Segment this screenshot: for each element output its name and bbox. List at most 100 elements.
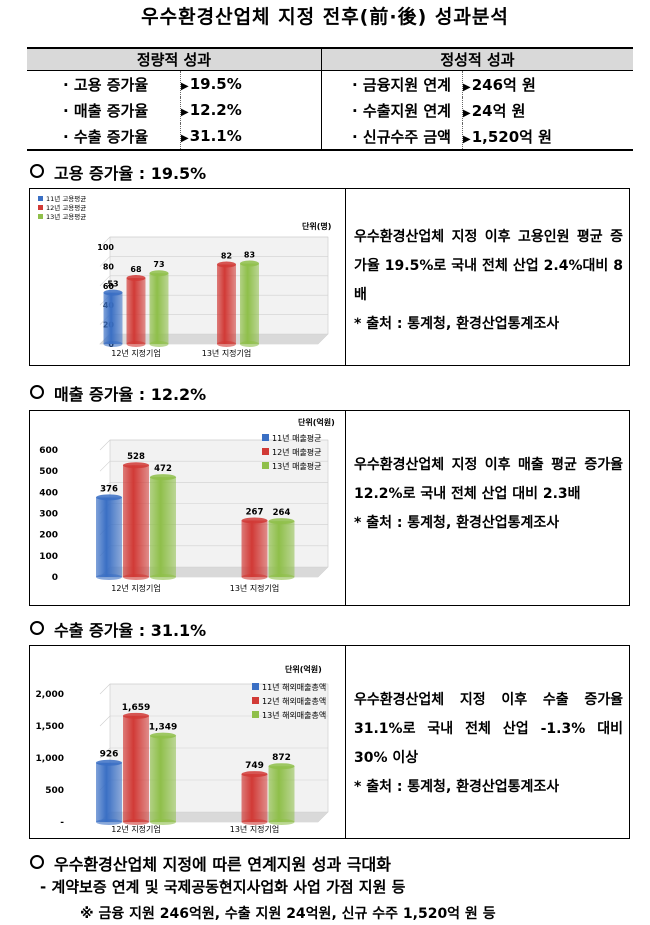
bar-base — [241, 574, 268, 580]
footer-note: ※ 금융 지원 246억원, 수출 지원 24억원, 신규 수주 1,520억 … — [80, 906, 496, 922]
circle-bullet-icon — [30, 164, 44, 178]
bar-base — [123, 574, 149, 580]
gridline — [99, 715, 111, 727]
bar-base — [217, 341, 236, 347]
quant-header: 정량적 성과 — [27, 47, 322, 71]
bar-top — [241, 771, 268, 778]
data-label: 926 — [100, 750, 119, 760]
section-text-block: 우수환경산업체 지정 이후 수출 증가율 31.1%로 국내 전체 산업 -1.… — [354, 686, 623, 802]
panel-divider — [345, 411, 346, 605]
quant-value: 12.2% — [189, 101, 242, 119]
qual-value: 246억 원 — [471, 75, 536, 94]
triangle-icon: ▶ — [463, 133, 471, 145]
y-tick-label: 80 — [103, 262, 115, 271]
gridline — [99, 482, 111, 493]
triangle-icon: ▶ — [463, 107, 471, 119]
legend-swatch — [252, 683, 259, 690]
bar-base — [103, 341, 123, 347]
quant-value: 19.5% — [189, 75, 242, 93]
data-label: 376 — [100, 484, 118, 494]
legend-label: 13년 고용평균 — [46, 212, 86, 221]
category-label: 12년 지정기업 — [111, 824, 161, 834]
legend-swatch — [38, 205, 43, 210]
triangle-icon: ▶ — [463, 81, 471, 93]
section-text-block: 우수환경산업체 지정 이후 매출 평균 증가율 12.2%로 국내 전체 산업 … — [354, 451, 623, 538]
bar-base — [150, 574, 176, 580]
section-heading-text: 매출 증가율 : 12.2% — [54, 385, 207, 404]
sales-chart: 0 100 200 300 400 500 600 376 528 472 12년 지정기업 267 2… — [39, 417, 335, 593]
category-label: 12년 지정기업 — [111, 583, 161, 593]
summary-table: 정량적 성과 정성적 성과 · 고용 증가율 ▶19.5% · 금융지원 연계 … — [27, 47, 633, 151]
data-label: 264 — [273, 508, 291, 518]
bar — [123, 465, 149, 577]
y-tick-label: 1,500 — [36, 722, 64, 732]
bar — [103, 292, 123, 344]
quant-value: 31.1% — [189, 127, 242, 145]
qual-label: 수출지원 연계 — [362, 101, 451, 120]
legend-label: 13년 매출평균 — [272, 461, 322, 471]
bar — [149, 273, 169, 344]
data-label: 872 — [272, 753, 291, 763]
bar-top — [150, 474, 176, 481]
bar — [150, 477, 176, 577]
y-tick-label: 300 — [39, 510, 58, 520]
legend-label: 11년 해외매출총액 — [262, 682, 326, 692]
legend-label: 11년 고용평균 — [46, 194, 86, 203]
gridline — [99, 256, 111, 267]
bar-base — [123, 819, 149, 825]
y-tick-label: - — [60, 818, 64, 828]
y-tick-label: 500 — [39, 467, 58, 477]
qual-value: 24억 원 — [471, 101, 526, 120]
legend-label: 12년 해외매출총액 — [262, 696, 326, 706]
category-label: 12년 지정기업 — [111, 348, 161, 358]
qual-label: 신규수주 금액 — [362, 127, 451, 146]
footer-line: - 계약보증 연계 및 국제공동현지사업화 사업 가점 지원 등 — [40, 878, 406, 896]
data-label: 1,659 — [122, 703, 150, 713]
bar-top — [96, 759, 122, 766]
circle-bullet-icon — [30, 621, 44, 635]
data-label: 83 — [244, 250, 255, 259]
category-label: 13년 지정기업 — [230, 583, 280, 593]
bar — [268, 766, 295, 822]
panel-divider — [345, 189, 346, 365]
gridline — [99, 460, 111, 472]
section-heading: 고용 증가율 : 19.5% — [30, 160, 206, 184]
bar-top — [123, 712, 149, 719]
data-label: 749 — [245, 761, 264, 771]
bar-base — [149, 341, 169, 347]
summary-row: · 수출 증가율 ▶31.1% · 신규수주 금액 ▶1,520억 원 — [27, 123, 633, 151]
data-label: 68 — [130, 265, 142, 274]
section-heading: 매출 증가율 : 12.2% — [30, 381, 206, 405]
gridline — [99, 747, 111, 759]
legend-label: 13년 해외매출총액 — [262, 710, 326, 720]
data-label: 53 — [107, 280, 118, 289]
legend-swatch — [252, 711, 259, 718]
legend-swatch — [262, 448, 269, 455]
bar — [241, 520, 268, 577]
y-tick-label: 60 — [103, 282, 115, 291]
section-text: 우수환경산업체 지정 이후 고용인원 평균 증가율 19.5%로 국내 전체 산… — [354, 229, 623, 303]
bar — [126, 278, 146, 344]
y-tick-label: 100 — [39, 552, 58, 562]
legend-label: 12년 고용평균 — [46, 203, 86, 212]
bar — [123, 715, 149, 822]
gridline — [99, 683, 111, 695]
section-text: 우수환경산업체 지정 이후 수출 증가율 31.1%로 국내 전체 산업 -1.… — [354, 692, 623, 766]
bar-base — [126, 341, 146, 347]
y-tick-label: 2,000 — [36, 690, 64, 700]
section-panel: - 500 1,000 1,500 2,000 926 1,659 1,349 12년 지정기업… — [29, 645, 630, 839]
y-tick-label: 200 — [39, 531, 58, 541]
quant-label: 수출 증가율 — [73, 127, 149, 146]
legend-swatch — [38, 214, 43, 219]
category-label: 13년 지정기업 — [202, 348, 252, 358]
page-title: 우수환경산업체 지정 전후(前·後) 성과분석 — [141, 6, 509, 28]
bar — [240, 263, 259, 344]
circle-bullet-icon — [30, 385, 44, 399]
summary-row: · 고용 증가율 ▶19.5% · 금융지원 연계 ▶246억 원 — [27, 70, 633, 97]
data-label: 267 — [246, 507, 264, 517]
bar-base — [268, 574, 295, 580]
footer-heading-text: 우수환경산업체 지정에 따른 연계지원 성과 극대화 — [54, 855, 391, 874]
unit-label: 단위(억원) — [285, 664, 322, 674]
bar-top — [268, 763, 295, 770]
